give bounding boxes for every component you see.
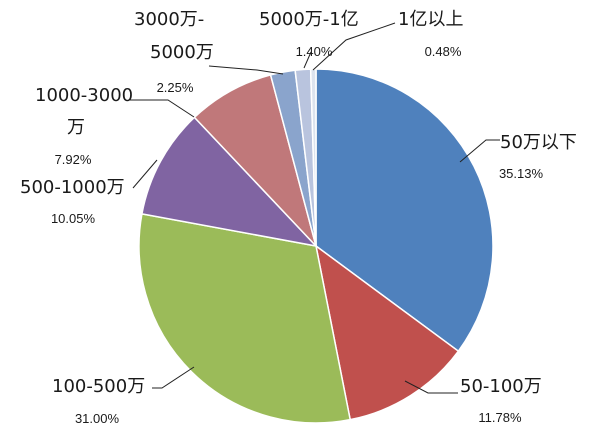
slice-percentage: 1.40% [296,44,333,59]
leader-line [130,99,195,118]
slice-label: 500-1000万 [20,177,125,198]
pie-slice [315,68,494,353]
slice-label: 万 [67,117,85,138]
leader-line [208,65,284,75]
slice-labels: 50万以下 35.13% 50-100万 11.78% 100-500万 31.00% 50… [20,9,577,426]
slice-label: 3000万- [134,9,204,30]
pie-slice [138,213,352,424]
slice-percentage: 11.78% [478,410,522,425]
slice-label: 50万以下 [500,132,577,153]
slice-label: 5000万 [150,42,214,63]
leader-line [132,159,158,189]
leader-line [303,51,312,69]
leader-line [312,22,396,71]
leader-line [404,380,458,394]
slice-label: 100-500万 [52,376,145,397]
slice-percentage: 0.48% [425,44,462,59]
slice-percentage: 35.13% [499,166,544,181]
leader-line [459,139,500,163]
leader-lines [130,22,500,394]
slice-label: 5000万-1亿 [259,9,359,30]
slice-label: 50-100万 [460,376,542,397]
slice-percentage: 10.05% [51,211,96,226]
pie-slice [314,244,460,421]
slice-percentage: 2.25% [157,80,194,95]
pie-slice [141,116,319,248]
slice-percentage: 31.00% [75,411,120,426]
pie-slice [309,68,317,247]
leader-line [152,366,195,389]
slice-label: 1亿以上 [398,9,463,30]
slice-percentage: 7.92% [55,152,92,167]
slice-label: 1000-3000 [35,85,133,106]
pie-slices [138,68,494,424]
